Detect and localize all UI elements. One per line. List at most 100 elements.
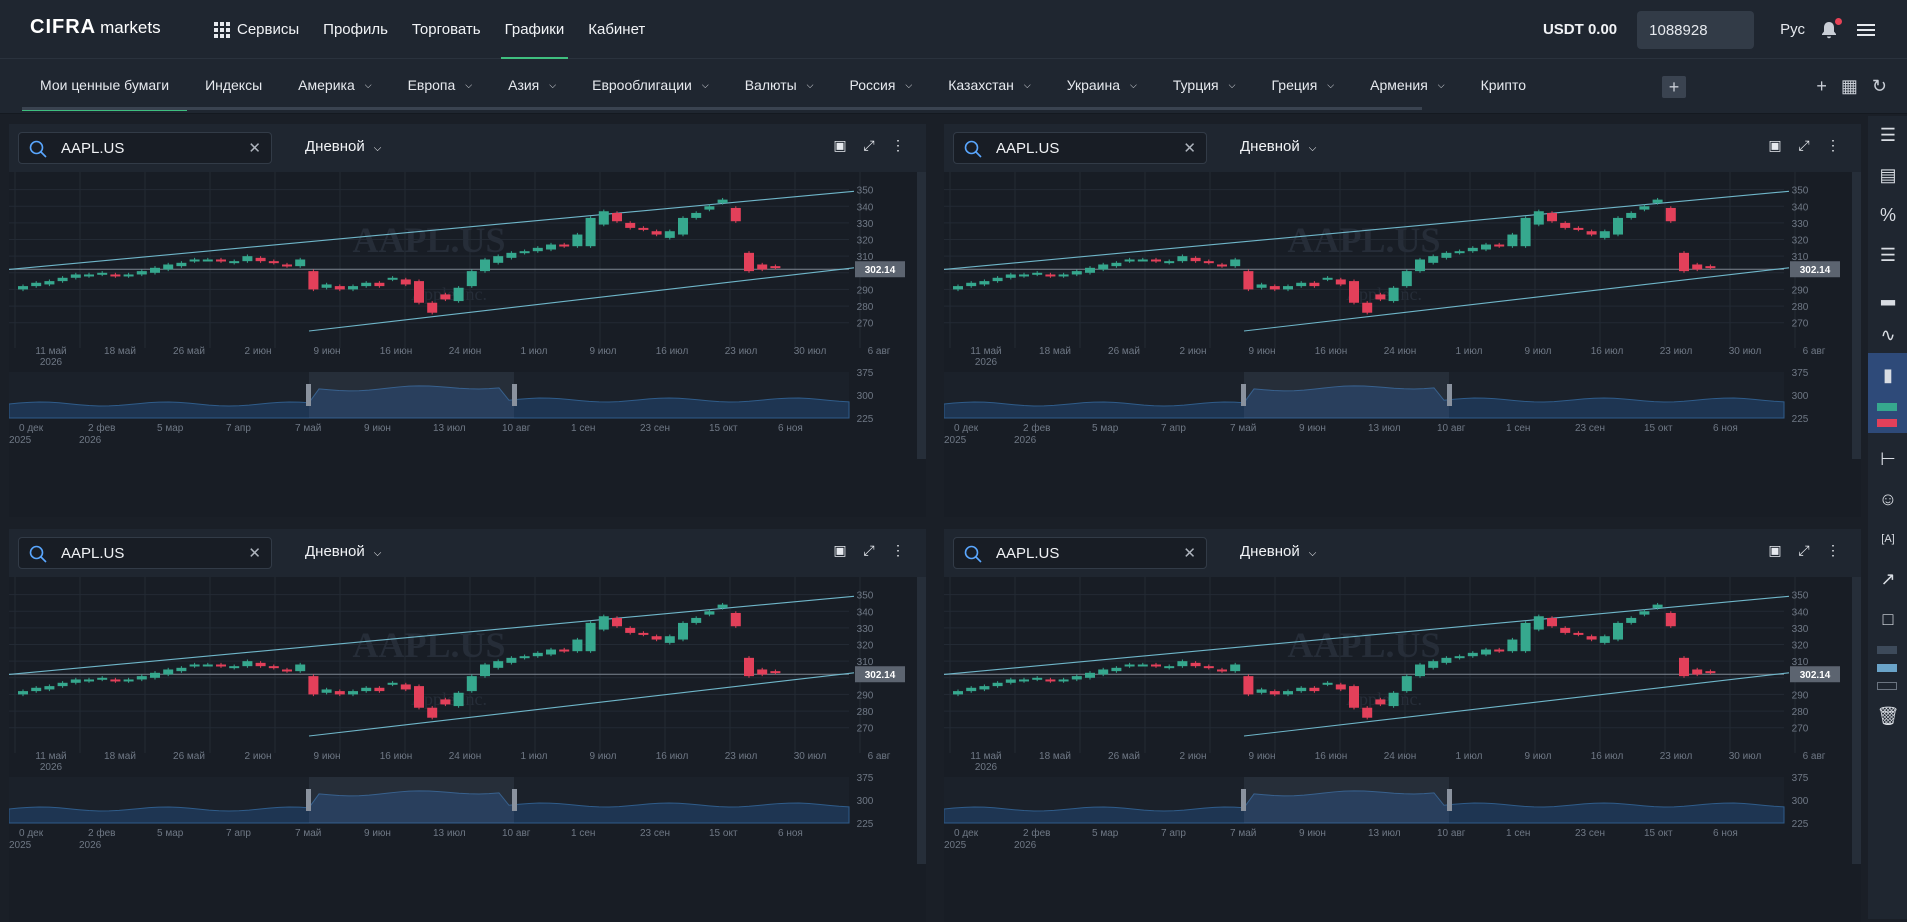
ohlc-icon[interactable]: ⊢	[1880, 449, 1896, 469]
menu-icon[interactable]: ☰	[1879, 125, 1897, 145]
navigator-handle-right[interactable]	[1447, 384, 1452, 406]
down-color-swatch[interactable]	[1877, 419, 1897, 427]
fill-color-swatch[interactable]	[1877, 682, 1897, 690]
nav-charts[interactable]: Графики	[493, 0, 577, 59]
refresh-icon[interactable]: ↻	[1871, 76, 1887, 96]
period-dropdown[interactable]: Дневной ⌵	[305, 138, 381, 155]
symbol-search-input[interactable]: AAPL.US ✕	[953, 537, 1207, 569]
bars-horizontal-icon[interactable]: ☰	[1879, 245, 1897, 265]
more-options-icon[interactable]: ⋮	[891, 542, 905, 558]
symbol-search-input[interactable]: AAPL.US ✕	[18, 132, 272, 164]
panel-scrollbar[interactable]	[917, 577, 926, 864]
navigator-handle-left[interactable]	[306, 384, 311, 406]
panel-scrollbar[interactable]	[917, 172, 926, 459]
nav-services[interactable]: Сервисы	[202, 0, 311, 59]
period-dropdown[interactable]: Дневной ⌵	[305, 543, 381, 560]
account-selector[interactable]: 1088928	[1637, 10, 1755, 49]
lower-trendline[interactable]	[308, 267, 855, 332]
screenshot-icon[interactable]: ▣	[1768, 137, 1782, 153]
tab-turkey[interactable]: Турция ⌵	[1155, 59, 1254, 111]
rectangle-tool-icon[interactable]: □	[1882, 609, 1894, 629]
screenshot-icon[interactable]: ▣	[1768, 542, 1782, 558]
tab-crypto[interactable]: Крипто	[1463, 59, 1544, 111]
more-options-icon[interactable]: ⋮	[1826, 542, 1840, 558]
tabs-scrollbar[interactable]	[22, 107, 1422, 110]
list-icon[interactable]: ▤	[1879, 165, 1897, 185]
navigator-window[interactable]	[309, 372, 514, 418]
price-chart[interactable]: 350 340 330 320 310 300 290 280 270 AAPL.US Apple …	[944, 577, 1852, 922]
navigator-window[interactable]	[1244, 372, 1449, 418]
tab-eurobonds[interactable]: Еврооблигации ⌵	[574, 59, 727, 111]
lower-trendline[interactable]	[308, 672, 855, 737]
tab-ukraine[interactable]: Украина ⌵	[1049, 59, 1155, 111]
screenshot-icon[interactable]: ▣	[833, 542, 847, 558]
clear-icon[interactable]: ✕	[248, 140, 261, 157]
fill-color-swatch[interactable]	[1877, 646, 1897, 654]
layout-grid-icon[interactable]: ▦	[1840, 76, 1858, 96]
line-chart-icon[interactable]: ∿	[1880, 325, 1896, 345]
tab-my-securities[interactable]: Мои ценные бумаги	[22, 59, 188, 111]
more-options-icon[interactable]: ⋮	[1826, 137, 1840, 153]
notifications-bell-icon[interactable]	[1819, 17, 1842, 40]
trash-icon[interactable]: 🗑	[1876, 706, 1900, 726]
navigator-window[interactable]	[309, 777, 514, 823]
period-dropdown[interactable]: Дневной ⌵	[1240, 543, 1316, 560]
brand-logo[interactable]: CIFRA markets	[30, 16, 161, 39]
period-dropdown[interactable]: Дневной ⌵	[1240, 138, 1316, 155]
text-label-icon[interactable]: [A]	[1881, 533, 1895, 545]
upper-trendline[interactable]	[944, 190, 1790, 271]
navigator-window[interactable]	[1244, 777, 1449, 823]
tab-currencies[interactable]: Валюты ⌵	[727, 59, 832, 111]
tab-greece[interactable]: Греция ⌵	[1253, 59, 1352, 111]
fullscreen-icon[interactable]: ⤢	[863, 137, 875, 153]
fullscreen-icon[interactable]: ⤢	[863, 542, 875, 558]
candle	[1177, 661, 1188, 667]
up-color-swatch[interactable]	[1877, 403, 1897, 411]
navigator-handle-left[interactable]	[1241, 789, 1246, 811]
nav-profile[interactable]: Профиль	[311, 0, 400, 59]
screenshot-icon[interactable]: ▣	[833, 137, 847, 153]
price-chart[interactable]: 350 340 330 320 310 300 290 280 270 AAPL.US Apple …	[9, 172, 917, 517]
tab-europe[interactable]: Европа ⌵	[390, 59, 491, 111]
add-icon[interactable]: +	[1816, 76, 1827, 96]
navigator-handle-right[interactable]	[512, 789, 517, 811]
price-chart[interactable]: 350 340 330 320 310 300 290 280 270 AAPL.US Apple …	[9, 577, 917, 922]
navigator-handle-left[interactable]	[306, 789, 311, 811]
tab-asia[interactable]: Азия ⌵	[490, 59, 574, 111]
symbol-search-input[interactable]: AAPL.US ✕	[953, 132, 1207, 164]
lower-trendline[interactable]	[1243, 672, 1790, 737]
language-selector[interactable]: Рус	[1780, 21, 1805, 38]
tab-armenia[interactable]: Армения ⌵	[1352, 59, 1463, 111]
percent-icon[interactable]: %	[1879, 205, 1896, 225]
tab-russia[interactable]: Россия ⌵	[832, 59, 931, 111]
tab-kazakhstan[interactable]: Казахстан ⌵	[930, 59, 1048, 111]
trendline-tool-icon[interactable]: ↗	[1880, 569, 1896, 589]
fullscreen-icon[interactable]: ⤢	[1798, 137, 1810, 153]
symbol-search-input[interactable]: AAPL.US ✕	[18, 537, 272, 569]
price-chart[interactable]: 350 340 330 320 310 300 290 280 270 AAPL.US Apple …	[944, 172, 1852, 517]
navigator-handle-right[interactable]	[1447, 789, 1452, 811]
more-options-icon[interactable]: ⋮	[891, 137, 905, 153]
upper-trendline[interactable]	[944, 595, 1790, 676]
nav-trade[interactable]: Торговать	[400, 0, 493, 59]
panel-scrollbar[interactable]	[1852, 172, 1861, 459]
hamburger-menu-icon[interactable]	[1857, 21, 1875, 39]
navigator-handle-right[interactable]	[512, 384, 517, 406]
tab-america[interactable]: Америка ⌵	[280, 59, 389, 111]
add-tab-button[interactable]: +	[1662, 76, 1686, 98]
fill-color-swatch[interactable]	[1877, 664, 1897, 672]
smiley-icon[interactable]: ☺	[1878, 489, 1898, 509]
histogram-icon[interactable]: ▂	[1881, 285, 1895, 305]
upper-trendline[interactable]	[9, 190, 855, 271]
tab-indices[interactable]: Индексы	[187, 59, 280, 111]
navigator-handle-left[interactable]	[1241, 384, 1246, 406]
nav-cabinet[interactable]: Кабинет	[576, 0, 657, 59]
candles-icon[interactable]: ▮	[1883, 365, 1893, 385]
lower-trendline[interactable]	[1243, 267, 1790, 332]
clear-icon[interactable]: ✕	[1183, 140, 1196, 157]
clear-icon[interactable]: ✕	[1183, 545, 1196, 562]
upper-trendline[interactable]	[9, 595, 855, 676]
clear-icon[interactable]: ✕	[248, 545, 261, 562]
fullscreen-icon[interactable]: ⤢	[1798, 542, 1810, 558]
panel-scrollbar[interactable]	[1852, 577, 1861, 864]
